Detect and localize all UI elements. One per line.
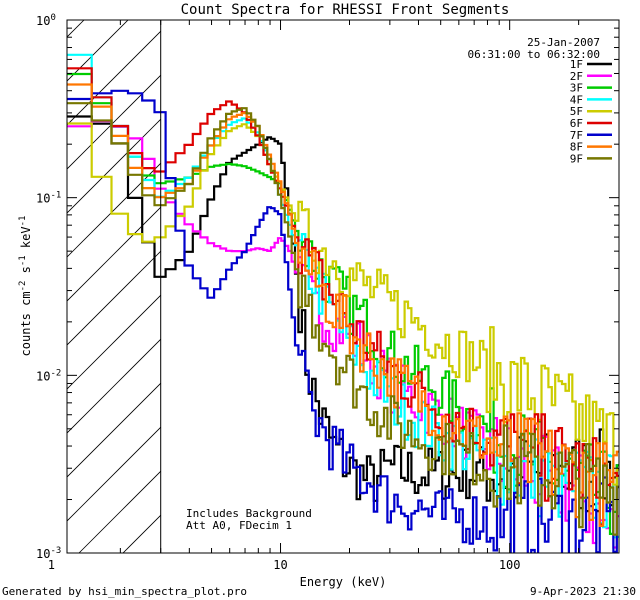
y-tick-label: 10-3	[36, 546, 61, 561]
y-axis-label: counts cm-2 s-1 keV-1	[18, 216, 33, 357]
annotation-background: Includes Background	[186, 507, 312, 520]
y-label-exp2: -1	[18, 255, 28, 266]
hatch-line	[67, 294, 161, 390]
legend-label-2F: 2F	[570, 70, 583, 83]
y-tick-base: 10	[36, 369, 50, 383]
hatch-line	[0, 0, 67, 553]
y-tick-label: 100	[36, 13, 56, 28]
date-label: 25-Jan-2007	[527, 36, 600, 49]
attenuator-hatch-region	[0, 0, 161, 553]
x-axis-label: Energy (keV)	[300, 575, 387, 589]
y-tick-label: 10-2	[36, 368, 61, 383]
hatch-line	[67, 426, 161, 522]
legend-label-6F: 6F	[570, 117, 583, 130]
x-tick-label: 100	[499, 558, 521, 572]
legend-label-8F: 8F	[570, 141, 583, 154]
hatch-line	[67, 206, 161, 302]
time-range-label: 06:31:00 to 06:32:00	[468, 48, 600, 61]
hatch-line	[67, 74, 161, 170]
footer-generated-by: Generated by hsi_min_spectra_plot.pro	[2, 585, 247, 598]
y-label-base: counts cm	[19, 291, 33, 356]
x-tick-label: 1	[48, 558, 55, 572]
y-tick-base: 10	[36, 547, 50, 561]
y-label-mid: s	[19, 266, 33, 280]
y-tick-base: 10	[36, 192, 50, 206]
y-label-tail: keV	[19, 226, 33, 255]
y-tick-exp: -2	[50, 368, 61, 378]
legend-label-9F: 9F	[570, 152, 583, 165]
y-tick-exp: -1	[50, 191, 61, 201]
legend-label-7F: 7F	[570, 129, 583, 142]
y-label-exp3: -1	[18, 216, 28, 227]
footer-timestamp: 9-Apr-2023 21:30	[530, 585, 636, 598]
legend-label-4F: 4F	[570, 93, 583, 106]
hatch-line	[67, 30, 161, 126]
plot-frame	[66, 19, 620, 554]
hatch-line	[67, 20, 85, 38]
hatch-line	[67, 382, 161, 478]
y-tick-label: 10-1	[36, 191, 61, 206]
annotation-attenuator: Att A0, FDecim 1	[186, 519, 292, 532]
hatch-line	[67, 250, 161, 346]
chart-title: Count Spectra for RHESSI Front Segments	[181, 2, 510, 18]
legend-label-5F: 5F	[570, 105, 583, 118]
y-tick-exp: -3	[50, 546, 61, 556]
legend-label-3F: 3F	[570, 82, 583, 95]
series-line-7F	[67, 89, 619, 553]
y-tick-exp: 0	[50, 13, 55, 23]
legend-label-1F: 1F	[570, 58, 583, 71]
y-tick-base: 10	[36, 14, 50, 28]
x-tick-label: 10	[273, 558, 287, 572]
y-label-exp1: -2	[18, 281, 28, 292]
hatch-line	[67, 118, 161, 214]
series-line-9F	[67, 102, 619, 536]
